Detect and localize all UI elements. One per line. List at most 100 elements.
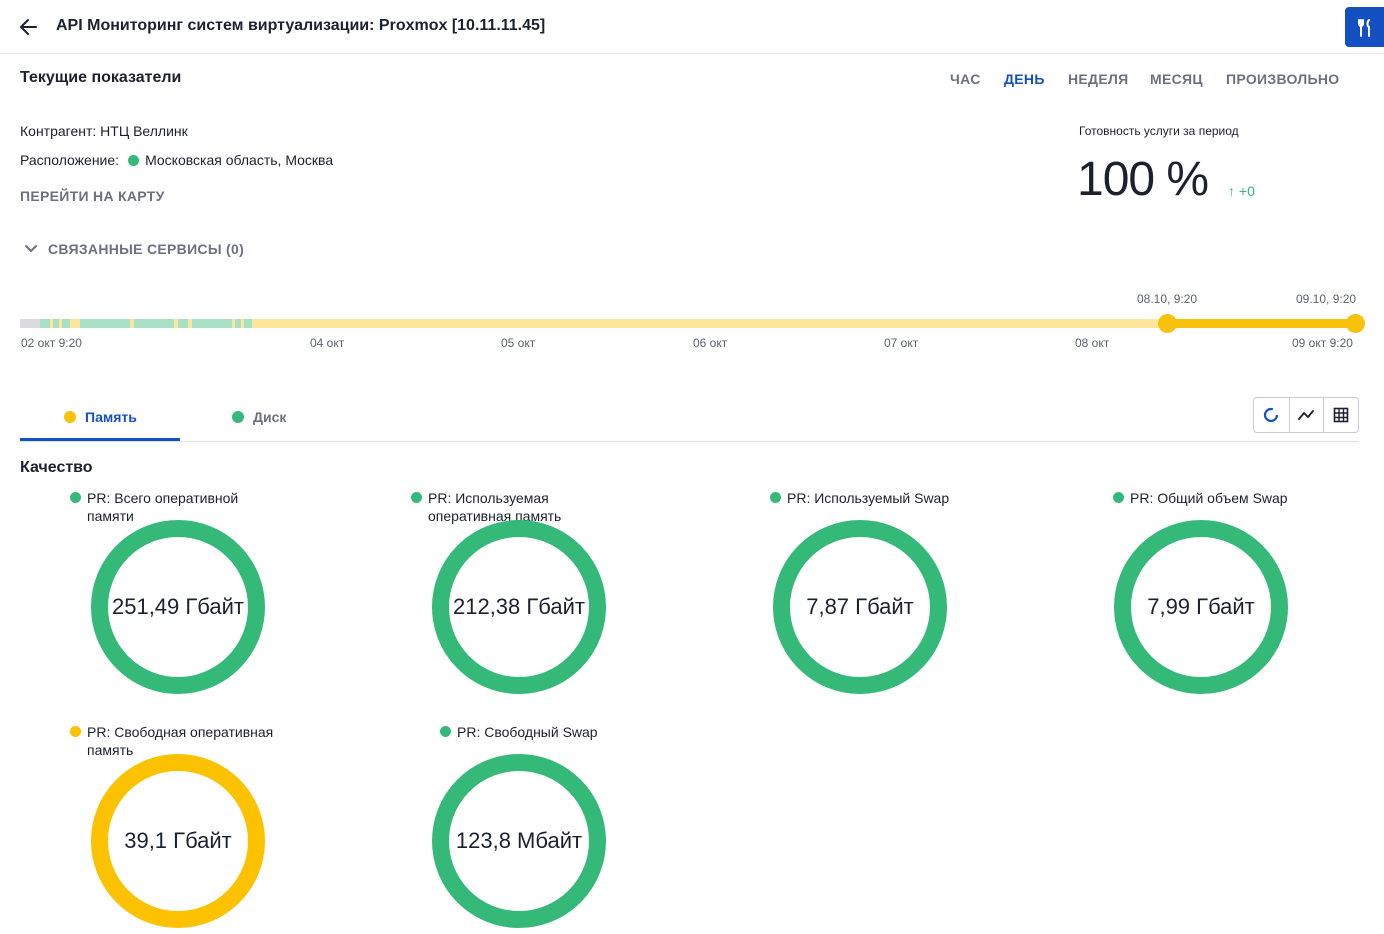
timeline-segment-ok xyxy=(134,319,174,328)
timeline-segment-ok xyxy=(235,319,241,328)
location-label: Расположение: xyxy=(20,152,120,168)
metric-value: 7,87 Гбайт xyxy=(806,594,914,619)
metric-card[interactable]: PR: Используемый Swap 7,87 Гбайт xyxy=(753,489,1003,699)
tools-icon xyxy=(1358,19,1370,37)
selected-range xyxy=(1168,319,1356,328)
timeline-segment-ok xyxy=(53,319,59,328)
metric-card[interactable]: PR: Используемая оперативная память 212,… xyxy=(411,489,661,699)
metric-label-line: память xyxy=(87,742,134,758)
metric-card[interactable]: PR: Всего оперативной памяти 251,49 Гбай… xyxy=(70,489,320,699)
metric-label: PR: Используемый Swap xyxy=(770,489,950,507)
readiness-value: 100 % xyxy=(1077,153,1209,206)
timeline-tick: 07 окт xyxy=(884,336,919,350)
location-info: Расположение: Московская область, Москва xyxy=(20,152,333,168)
timeline-segment-ok xyxy=(80,319,130,328)
metric-label: PR: Всего оперативной памяти xyxy=(70,489,239,525)
page-title: API Мониторинг систем виртуализации: Pro… xyxy=(56,17,546,34)
period-tab-custom[interactable]: ПРОИЗВОЛЬНО xyxy=(1226,71,1340,87)
timeline-segment-nodata xyxy=(20,319,40,328)
period-tab-hour[interactable]: ЧАС xyxy=(950,71,981,87)
table-view-button[interactable] xyxy=(1323,398,1358,432)
range-start-label: 08.10, 9:20 xyxy=(1137,292,1198,306)
tab-disk[interactable]: Диск xyxy=(232,398,332,441)
range-start-handle[interactable] xyxy=(1158,314,1177,333)
metric-card[interactable]: PR: Свободный Swap 123,8 Мбайт xyxy=(411,723,661,933)
metric-ring: 7,87 Гбайт xyxy=(773,520,947,694)
donut-view-icon xyxy=(1264,407,1279,423)
table-view-icon xyxy=(1333,407,1349,423)
metric-label: PR: Свободная оперативная память xyxy=(70,723,274,759)
metric-status-dot xyxy=(70,726,81,737)
section-title: Текущие показатели xyxy=(20,69,182,86)
metric-label: PR: Свободный Swap xyxy=(440,723,598,741)
timeline-tick: 02 окт 9:20 xyxy=(21,336,82,350)
metric-card[interactable]: PR: Свободная оперативная память 39,1 Гб… xyxy=(70,723,320,933)
readiness-label: Готовность услуги за период xyxy=(1079,124,1239,138)
metric-label: PR: Общий объем Swap xyxy=(1113,489,1288,507)
metric-group-tabs: Память Диск xyxy=(20,398,1359,442)
timeline-tick: 09 окт 9:20 xyxy=(1292,336,1353,350)
metric-value: 212,38 Гбайт xyxy=(452,594,585,619)
period-tab-week[interactable]: НЕДЕЛЯ xyxy=(1068,71,1129,87)
tab-status-dot xyxy=(232,411,244,423)
metric-status-dot xyxy=(70,492,81,503)
metric-label-line: памяти xyxy=(87,508,134,524)
donut-view-button[interactable] xyxy=(1254,398,1289,432)
metric-label-line: PR: Используемая xyxy=(428,490,549,506)
period-tabs: ЧАС ДЕНЬ НЕДЕЛЯ МЕСЯЦ ПРОИЗВОЛЬНО xyxy=(0,71,1384,91)
metric-value: 39,1 Гбайт xyxy=(124,828,232,853)
metric-status-dot xyxy=(411,492,422,503)
timeline-tick: 04 окт xyxy=(310,336,345,350)
metric-status-dot xyxy=(440,726,451,737)
timeline-tick: 08 окт xyxy=(1075,336,1110,350)
metric-ring: 251,49 Гбайт xyxy=(91,520,265,694)
quality-title: Качество xyxy=(20,459,93,476)
back-arrow-icon[interactable] xyxy=(16,14,42,40)
range-end-handle[interactable] xyxy=(1346,314,1365,333)
metric-label: PR: Используемая оперативная память xyxy=(411,489,561,525)
metric-label-line: PR: Используемый Swap xyxy=(787,490,950,506)
metric-card[interactable]: PR: Общий объем Swap 7,99 Гбайт xyxy=(1094,489,1344,699)
metric-label-line: PR: Всего оперативной xyxy=(87,490,239,506)
go-to-map-link[interactable]: ПЕРЕЙТИ НА КАРТУ xyxy=(20,188,165,204)
timeline-segment-ok xyxy=(244,319,252,328)
metric-status-dot xyxy=(1113,492,1124,503)
related-services-toggle[interactable]: СВЯЗАННЫЕ СЕРВИСЫ (0) xyxy=(24,241,244,259)
tab-disk-label: Диск xyxy=(253,409,287,425)
contractor-info: Контрагент: НТЦ Веллинк xyxy=(20,123,188,139)
timeline-bar xyxy=(20,319,1356,328)
timeline-segment-ok xyxy=(40,319,50,328)
timeline-segment-ok xyxy=(178,319,188,328)
line-chart-icon xyxy=(1298,410,1315,420)
location-status-dot xyxy=(128,155,140,166)
metric-ring: 39,1 Гбайт xyxy=(91,754,265,928)
tab-status-dot xyxy=(64,411,76,423)
range-end-label: 09.10, 9:20 xyxy=(1296,292,1357,306)
metric-label-line: PR: Свободный Swap xyxy=(457,724,598,740)
related-services-label: СВЯЗАННЫЕ СЕРВИСЫ (0) xyxy=(48,241,245,257)
top-bar: API Мониторинг систем виртуализации: Pro… xyxy=(0,0,1384,54)
metric-value: 7,99 Гбайт xyxy=(1147,594,1255,619)
metric-ring: 7,99 Гбайт xyxy=(1114,520,1288,694)
availability-timeline[interactable]: 08.10, 9:20 09.10, 9:20 02 окт 9:20 04 о… xyxy=(20,288,1365,354)
timeline-tick: 05 окт xyxy=(501,336,536,350)
metric-status-dot xyxy=(770,492,781,503)
metric-ring: 123,8 Мбайт xyxy=(432,754,606,928)
metric-ring: 212,38 Гбайт xyxy=(432,520,606,694)
tab-memory[interactable]: Память xyxy=(20,398,180,441)
period-tab-month[interactable]: МЕСЯЦ xyxy=(1150,71,1203,87)
readiness-delta: ↑ +0 xyxy=(1228,183,1255,199)
tab-memory-label: Память xyxy=(85,409,137,425)
location-value: Московская область, Москва xyxy=(145,152,334,168)
period-tab-day[interactable]: ДЕНЬ xyxy=(1004,71,1045,87)
metric-label-line: PR: Общий объем Swap xyxy=(1130,490,1288,506)
timeline-tick: 06 окт xyxy=(693,336,728,350)
metric-label-line: PR: Свободная оперативная xyxy=(87,724,274,740)
timeline-segment-ok xyxy=(192,319,232,328)
settings-button[interactable] xyxy=(1345,7,1384,47)
metric-value: 251,49 Гбайт xyxy=(111,594,244,619)
metric-value: 123,8 Мбайт xyxy=(455,828,583,853)
timeline-segment-ok xyxy=(62,319,70,328)
line-chart-view-button[interactable] xyxy=(1288,398,1324,432)
view-mode-toggle xyxy=(1253,397,1359,433)
